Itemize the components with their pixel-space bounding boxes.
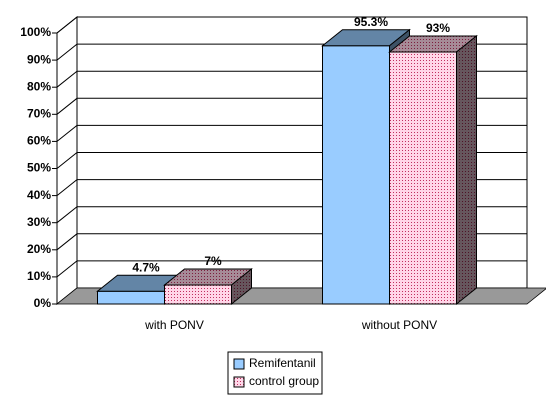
y-tick-label: 60% xyxy=(27,134,51,148)
y-tick-label: 0% xyxy=(34,296,52,310)
bar-edge xyxy=(456,34,477,306)
x-tick-label: with PONV xyxy=(144,318,204,332)
value-label: 7% xyxy=(204,254,222,268)
y-tick-label: 100% xyxy=(20,25,51,39)
bar-texture xyxy=(389,35,477,52)
value-label: 4.7% xyxy=(132,260,160,274)
shade xyxy=(231,269,252,304)
y-tick-label: 40% xyxy=(27,188,51,202)
y-tick-label: 20% xyxy=(27,242,51,256)
legend-label: Remifentanil xyxy=(249,356,316,370)
bar-face xyxy=(322,29,410,46)
shade xyxy=(389,35,477,52)
legend-swatch xyxy=(233,358,245,370)
bar-face xyxy=(322,45,390,304)
shade xyxy=(97,275,185,292)
bar-edge xyxy=(231,267,252,306)
value-label: 95.3% xyxy=(354,15,388,29)
bar-texture xyxy=(164,285,232,304)
x-tick-label: without PONV xyxy=(361,318,437,332)
y-tick-label: 50% xyxy=(27,161,51,175)
y-tick-label: 10% xyxy=(27,269,51,283)
y-tick-label: 90% xyxy=(27,52,51,66)
legend-label: control group xyxy=(249,374,319,388)
shade xyxy=(164,269,252,286)
y-tick-label: 30% xyxy=(27,215,51,229)
bar xyxy=(163,267,253,306)
bar-face xyxy=(97,291,165,304)
grid-line xyxy=(56,16,527,34)
bar-texture xyxy=(164,269,252,286)
bar-texture xyxy=(389,51,457,304)
value-label: 93% xyxy=(426,21,450,35)
y-tick-label: 70% xyxy=(27,106,51,120)
shade xyxy=(322,29,410,46)
y-tick-label: 80% xyxy=(27,79,51,93)
legend-texture xyxy=(233,376,245,388)
bar-face xyxy=(97,275,185,292)
shade xyxy=(456,35,477,304)
bar xyxy=(388,34,478,306)
